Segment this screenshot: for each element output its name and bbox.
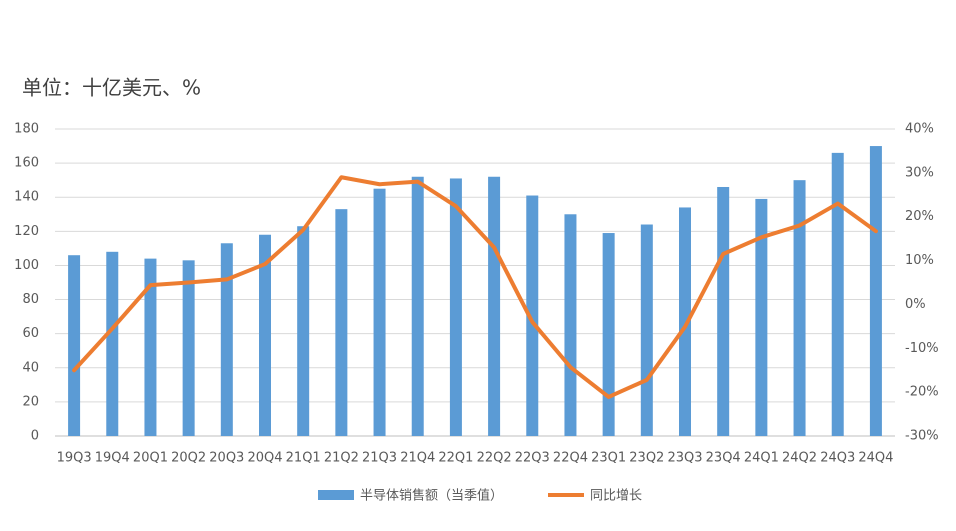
bar: [449, 178, 462, 436]
chart-title: 单位：十亿美元、%: [22, 76, 201, 100]
bar: [831, 152, 844, 436]
legend-swatch: [318, 490, 354, 500]
y-tick-label: 20: [22, 394, 39, 409]
x-tick-label: 22Q3: [515, 451, 550, 466]
y2-tick-label: 40%: [905, 122, 934, 137]
x-tick-label: 23Q1: [591, 451, 626, 466]
y2-tick-label: -20%: [905, 385, 939, 400]
y2-tick-label: 10%: [905, 253, 934, 268]
x-tick-label: 23Q3: [667, 451, 702, 466]
bar: [335, 209, 348, 436]
bar: [717, 186, 730, 436]
x-tick-label: 20Q3: [209, 451, 244, 466]
bar: [755, 198, 768, 436]
legend-label: 半导体销售额（当季值）: [360, 488, 503, 504]
x-tick-label: 21Q4: [400, 451, 435, 466]
bar: [373, 188, 386, 436]
x-tick-label: 23Q4: [706, 451, 741, 466]
y2-tick-label: -10%: [905, 341, 939, 356]
x-tick-label: 23Q2: [629, 451, 664, 466]
x-tick-label: 22Q4: [553, 451, 588, 466]
x-tick-label: 20Q2: [171, 451, 206, 466]
x-tick-label: 21Q3: [362, 451, 397, 466]
bar: [411, 176, 424, 436]
y-tick-label: 160: [14, 156, 39, 171]
x-tick-label: 19Q4: [95, 451, 130, 466]
bar: [259, 234, 271, 436]
bar: [297, 226, 310, 436]
bar: [68, 255, 81, 436]
bar: [869, 146, 882, 437]
bar: [488, 176, 501, 436]
x-tick-label: 21Q1: [286, 451, 321, 466]
bar: [144, 258, 157, 436]
y-tick-label: 60: [22, 326, 39, 341]
y-tick-label: 80: [22, 292, 39, 307]
x-tick-label: 20Q4: [247, 451, 282, 466]
x-tick-label: 19Q3: [57, 451, 92, 466]
bar: [602, 233, 615, 436]
y2-tick-label: -30%: [905, 429, 939, 444]
y2-tick-label: 30%: [905, 165, 934, 180]
x-tick-label: 24Q2: [782, 451, 817, 466]
x-tick-label: 21Q2: [324, 451, 359, 466]
bar: [640, 224, 653, 436]
bar: [564, 214, 577, 436]
bar: [793, 180, 806, 436]
bar: [182, 260, 195, 436]
y2-tick-label: 0%: [905, 297, 926, 312]
x-tick-label: 24Q1: [744, 451, 779, 466]
y-tick-label: 0: [31, 429, 39, 444]
x-tick-label: 22Q1: [438, 451, 473, 466]
y-tick-label: 40: [22, 360, 39, 375]
legend-label: 同比增长: [590, 489, 642, 504]
bar: [679, 207, 691, 436]
bar: [106, 251, 119, 436]
y-tick-label: 120: [14, 224, 39, 239]
y-tick-label: 180: [14, 122, 39, 137]
x-tick-label: 20Q1: [133, 451, 168, 466]
bar: [220, 243, 233, 436]
x-tick-label: 24Q3: [820, 451, 855, 466]
y2-tick-label: 20%: [905, 209, 934, 224]
line: [72, 175, 878, 399]
y-tick-label: 140: [14, 190, 39, 205]
bar: [526, 195, 539, 436]
y-tick-label: 100: [14, 258, 39, 273]
x-tick-label: 24Q4: [858, 451, 893, 466]
x-tick-label: 22Q2: [477, 451, 512, 466]
